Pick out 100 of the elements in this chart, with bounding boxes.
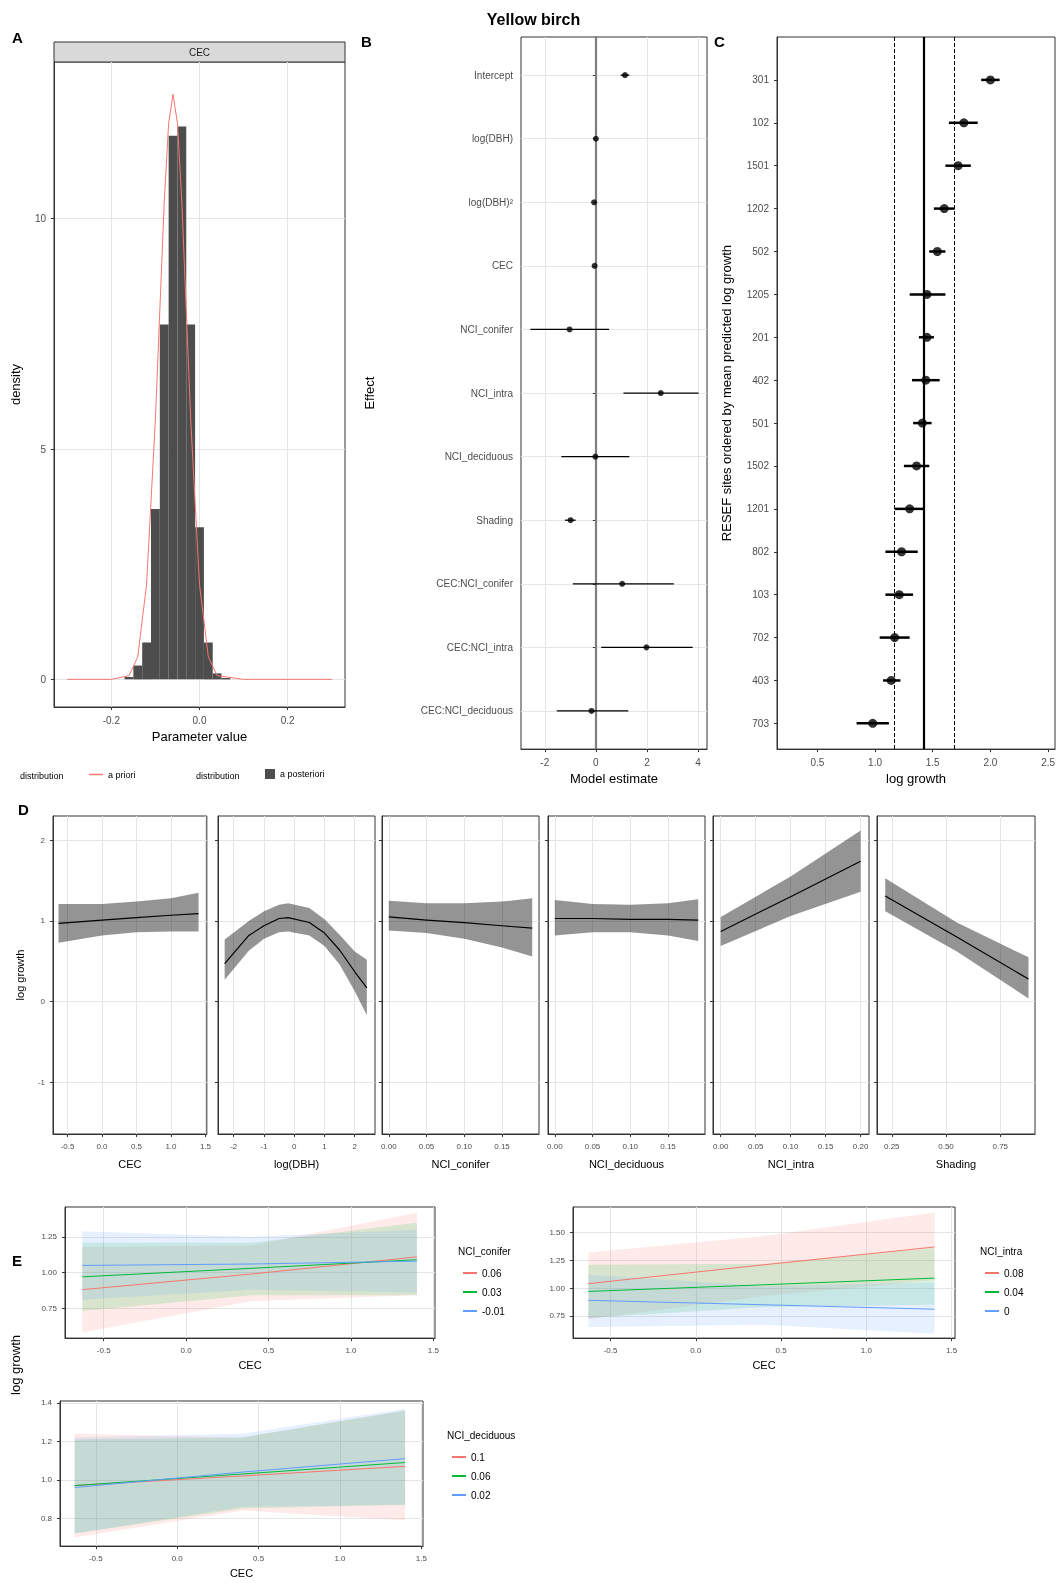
x-tick-label: 1.0 [860, 1345, 873, 1355]
x-tick-label: 0.10 [782, 1141, 799, 1151]
y-tick-label: 1.2 [40, 1436, 53, 1446]
y-tick-label: CEC:NCI_conifer [436, 578, 514, 590]
point [953, 161, 963, 171]
x-tick-label: 1.0 [345, 1345, 358, 1355]
point [897, 547, 907, 557]
x-tick-label: 0.2 [280, 714, 296, 726]
x-tick-label: 0.5 [775, 1345, 788, 1355]
x-tick-label: -0.5 [96, 1345, 112, 1355]
y-axis-title: log growth [7, 1335, 23, 1395]
y-tick-label: 0 [40, 997, 46, 1007]
legend-label: 0.06 [471, 1470, 491, 1482]
x-tick-label: 0.5 [262, 1345, 275, 1355]
x-tick-label: 2.5 [1041, 756, 1056, 768]
legend-label: 0.06 [482, 1267, 502, 1279]
legend-label: 0 [1004, 1305, 1010, 1317]
point [921, 375, 931, 385]
x-axis-title: log growth [886, 771, 946, 786]
y-tick-label: Shading [476, 514, 513, 526]
legend-label: 0.1 [471, 1451, 486, 1463]
text: E [12, 1252, 23, 1269]
point [657, 390, 664, 397]
x-tick-label: 0.00 [712, 1141, 730, 1151]
legend-label: -0.01 [482, 1305, 506, 1317]
x-tick-label: 0.5 [810, 756, 825, 768]
legend-title: NCI_intra [980, 1245, 1023, 1257]
x-tick-label: 1.5 [199, 1141, 212, 1151]
x-tick-label: 0.10 [456, 1141, 473, 1151]
y-tick-label: 1.0 [40, 1475, 53, 1485]
y-tick-label: 1.25 [549, 1255, 566, 1265]
text: distribution [196, 770, 240, 781]
point [890, 633, 900, 643]
x-tick-label: 0.0 [171, 1553, 184, 1563]
point [643, 644, 650, 651]
y-tick-label: 1.4 [40, 1398, 53, 1408]
x-tick-label: 0.05 [747, 1141, 764, 1151]
y-tick-label: 1.00 [549, 1283, 566, 1293]
y-axis-title: log growth [13, 949, 26, 1001]
text: C [714, 33, 725, 50]
y-tick-label: CEC [491, 260, 513, 272]
x-tick-label: 0.15 [817, 1141, 834, 1151]
point [922, 332, 932, 342]
y-tick-label: 1.00 [41, 1268, 58, 1278]
y-tick-label: 0.8 [40, 1513, 53, 1523]
x-tick-label: 2 [644, 756, 651, 768]
text: A [12, 29, 23, 46]
x-tick-label: -0.2 [102, 714, 121, 726]
y-tick-label: CEC:NCI_deciduous [420, 705, 513, 717]
y-tick-label: 0.75 [549, 1311, 566, 1321]
point [959, 118, 969, 128]
y-tick-label: 1 [40, 916, 46, 926]
x-tick-label: 0.10 [622, 1141, 639, 1151]
x-tick-label: 0.00 [381, 1141, 398, 1151]
point [932, 246, 942, 256]
x-tick-label: 0.0 [180, 1345, 193, 1355]
y-axis-title: density [8, 363, 23, 406]
x-tick-label: 1.5 [427, 1345, 440, 1355]
y-tick-label: 703 [752, 717, 770, 729]
point [922, 289, 932, 299]
y-tick-label: 5 [40, 443, 47, 455]
y-tick-label: NCI_conifer [460, 323, 514, 335]
point [868, 718, 878, 728]
x-tick-label: 0.5 [253, 1553, 265, 1563]
y-tick-label: 1.50 [549, 1228, 566, 1238]
x-tick-label: 0.0 [690, 1345, 702, 1355]
y-tick-label: NCI_intra [470, 387, 514, 399]
chart-title: CEC [188, 46, 211, 58]
text: D [18, 801, 29, 818]
y-tick-label: 1501 [746, 160, 770, 172]
x-tick-label: 0.00 [547, 1141, 564, 1151]
x-tick-label: -1 [260, 1141, 269, 1151]
x-tick-label: 1.5 [925, 756, 941, 768]
y-tick-label: 403 [752, 674, 770, 686]
y-tick-label: 1502 [746, 460, 770, 472]
x-tick-label: 1.0 [165, 1141, 178, 1151]
x-axis-title: NCI_intra [767, 1157, 816, 1170]
x-tick-label: 0.0 [192, 714, 207, 726]
y-tick-label: 802 [752, 546, 770, 558]
y-tick-label: 0 [40, 673, 47, 685]
point [939, 204, 949, 214]
x-tick-label: -2 [230, 1141, 238, 1151]
point [917, 418, 927, 428]
line-series [66, 93, 333, 680]
x-tick-label: -0.5 [88, 1553, 104, 1563]
x-axis-title: CEC [238, 1358, 262, 1371]
legend-label: a priori [108, 769, 136, 780]
legend-label: a posteriori [280, 769, 325, 779]
x-tick-label: 2.0 [983, 756, 998, 768]
y-axis-title: RESEF sites ordered by mean predicted log growth [719, 244, 734, 542]
x-tick-label: 2 [352, 1141, 358, 1151]
y-tick-label: -1 [37, 1077, 46, 1087]
point [619, 580, 626, 587]
x-tick-label: 0 [292, 1141, 297, 1151]
y-tick-label: 402 [752, 374, 770, 386]
x-axis-title: CEC [118, 1157, 142, 1170]
point [894, 590, 904, 600]
x-axis-title: log(DBH) [273, 1157, 320, 1170]
text: B [361, 33, 372, 50]
y-tick-label: 1.25 [41, 1232, 58, 1242]
